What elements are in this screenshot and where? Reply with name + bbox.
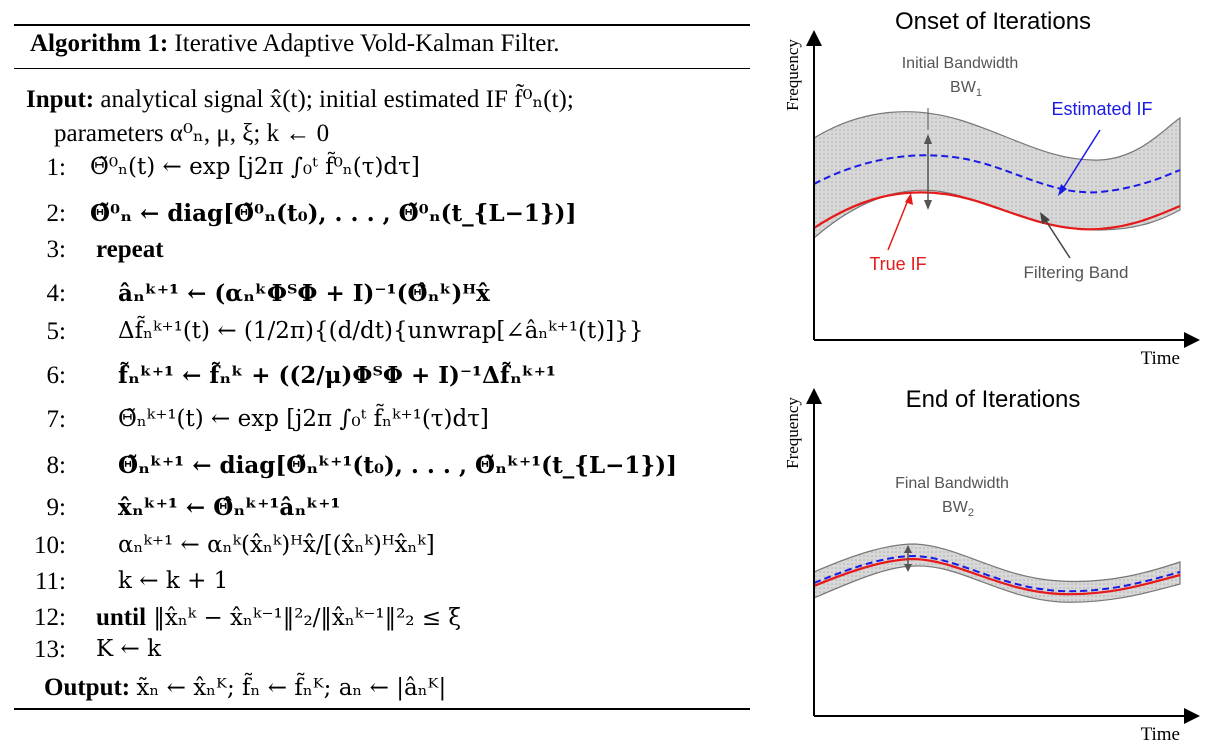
step-text: repeat — [96, 236, 164, 263]
end-title: End of Iterations — [905, 386, 1081, 413]
params-line: parameters α⁰ₙ, μ, ξ; k ← 0 — [54, 120, 330, 147]
true-pointer-head — [905, 193, 913, 205]
step-number: 9: — [46, 494, 66, 521]
step-number: 2: — [46, 200, 66, 227]
onset-title: Onset of Iterations — [894, 8, 1092, 35]
step-number: 7: — [46, 406, 66, 433]
top-rule — [14, 24, 750, 26]
onset-y-label: Frequency — [783, 39, 802, 111]
bottom-rule — [14, 708, 750, 710]
algorithm-label: Algorithm 1: — [30, 30, 169, 57]
end-x-label: Time — [1141, 724, 1180, 745]
onset-x-label: Time — [1141, 348, 1180, 369]
onset-panel: Onset of Iterations — [770, 0, 1216, 375]
step-text: k ← k + 1 — [118, 568, 229, 594]
end-y-label: Frequency — [783, 397, 802, 469]
step-number: 4: — [46, 280, 66, 307]
bandwidth-arrowhead-up — [924, 134, 932, 144]
end-panel: End of Iterations Frequency Time Final B… — [770, 378, 1216, 750]
input-text: analytical signal x̂(t); initial estimat… — [100, 86, 574, 113]
bw2-text: BW — [942, 499, 969, 516]
step-number: 10: — [34, 532, 66, 559]
output-line: Output: x̃ₙ ← x̂ₙᴷ; f̃ₙ ← f̃ₙᴷ; aₙ ← |âₙ… — [44, 674, 446, 702]
step-text: Δf̃ₙᵏ⁺¹(t) ← (1/2π){(d/dt){unwrap[∠âₙᵏ⁺¹… — [118, 318, 644, 344]
final-bandwidth-label: Final Bandwidth — [895, 475, 1009, 492]
band-pointer — [1043, 217, 1071, 259]
final-arrowhead-down — [904, 564, 912, 572]
step-number: 13: — [34, 636, 66, 663]
step-number: 11: — [34, 568, 66, 595]
true-if-final — [813, 557, 1181, 596]
filtering-band-final — [813, 543, 1181, 603]
title-rule — [14, 68, 750, 69]
step-text: âₙᵏ⁺¹ ← (αₙᵏΦᵀΦ + I)⁻¹(Θ̂ₙᵏ)ᴴx̂ — [118, 280, 490, 307]
step-text: Θ̃⁰ₙ(t) ← exp [j2π ∫₀ᵗ f̃⁰ₙ(τ)dτ] — [90, 154, 420, 180]
bw-text: BW — [950, 79, 977, 96]
until-condition: ‖x̂ₙᵏ − x̂ₙᵏ⁻¹‖²₂/‖x̂ₙᵏ⁻¹‖²₂ ≤ ξ — [153, 605, 462, 631]
estimated-pointer — [1061, 129, 1101, 191]
bw-sub: 1 — [976, 87, 982, 99]
step-text: f̃ₙᵏ⁺¹ ← f̃ₙᵏ + ((2/μ)ΦᵀΦ + I)⁻¹Δf̃ₙᵏ⁺¹ — [118, 362, 557, 389]
true-if-curve — [813, 191, 1181, 231]
band-pointer-head — [1040, 212, 1050, 224]
estimated-if-final — [813, 554, 1181, 593]
algorithm-name: Iterative Adaptive Vold-Kalman Filter. — [174, 30, 560, 57]
input-label: Input: — [26, 86, 95, 113]
step-number: 3: — [46, 236, 66, 263]
estimated-if-curve — [813, 154, 1181, 194]
input-line: Input: analytical signal x̂(t); initial … — [26, 84, 574, 114]
estimated-if-label: Estimated IF — [1051, 99, 1152, 119]
final-bandwidth-symbol: BW2 — [942, 499, 974, 519]
step-text: until ‖x̂ₙᵏ − x̂ₙᵏ⁻¹‖²₂/‖x̂ₙᵏ⁻¹‖²₂ ≤ ξ — [96, 604, 462, 631]
bandwidth-arrowhead-down — [924, 200, 932, 210]
true-pointer — [887, 199, 909, 251]
bandwidth-label: Initial Bandwidth — [902, 55, 1019, 72]
step-text: x̂ₙᵏ⁺¹ ← Θ̂ₙᵏ⁺¹âₙᵏ⁺¹ — [118, 494, 341, 521]
step-text: K ← k — [96, 636, 162, 662]
onset-diagram: Frequency Time Initial Bandwidth BW1 Est… — [783, 30, 1200, 369]
step-number: 12: — [34, 604, 66, 631]
filtering-band-label: Filtering Band — [1024, 263, 1129, 282]
step-number: 1: — [46, 154, 66, 181]
output-label: Output: — [44, 674, 131, 701]
end-diagram: Frequency Time Final Bandwidth BW2 — [783, 388, 1200, 745]
step-text: Θ̃ₙᵏ⁺¹ ← diag[Θ̃ₙᵏ⁺¹(t₀), . . . , Θ̃ₙᵏ⁺¹… — [118, 452, 677, 479]
true-if-label: True IF — [869, 254, 926, 274]
algorithm-box: Algorithm 1: Iterative Adaptive Vold-Kal… — [14, 24, 750, 710]
bw2-sub: 2 — [968, 507, 974, 519]
step-number: 8: — [46, 452, 66, 479]
step-text: αₙᵏ⁺¹ ← αₙᵏ(x̂ₙᵏ)ᴴx̂/[(x̂ₙᵏ)ᴴx̂ₙᵏ] — [118, 532, 435, 558]
step-number: 5: — [46, 318, 66, 345]
final-arrowhead-up — [904, 545, 912, 553]
step-number: 6: — [46, 362, 66, 389]
algorithm-title: Algorithm 1: Iterative Adaptive Vold-Kal… — [30, 30, 560, 58]
filtering-band — [813, 111, 1181, 240]
step-text: Θ̃ₙᵏ⁺¹(t) ← exp [j2π ∫₀ᵗ f̃ₙᵏ⁺¹(τ)dτ] — [118, 406, 489, 432]
step-text: Θ̃⁰ₙ ← diag[Θ̃⁰ₙ(t₀), . . . , Θ̃⁰ₙ(t_{L−… — [90, 200, 577, 227]
output-text: x̃ₙ ← x̂ₙᴷ; f̃ₙ ← f̃ₙᴷ; aₙ ← |âₙᴷ| — [136, 675, 447, 701]
estimated-pointer-head — [1058, 184, 1067, 196]
bandwidth-symbol: BW1 — [950, 79, 982, 99]
